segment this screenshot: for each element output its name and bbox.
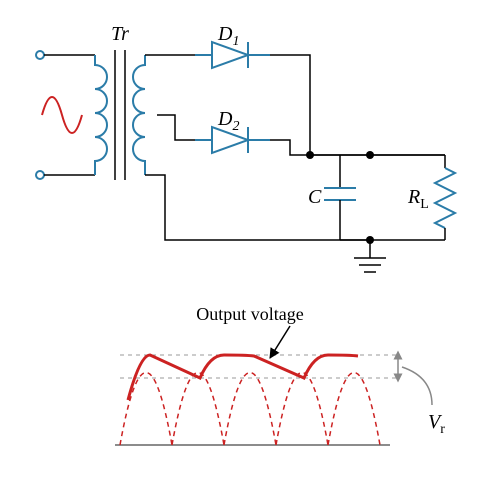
output-voltage-label: Output voltage xyxy=(196,304,303,324)
ground xyxy=(354,240,386,272)
output-waveform: Vr xyxy=(115,355,445,445)
ripple-label: Vr xyxy=(428,411,445,437)
transformer-label: Tr xyxy=(111,23,129,45)
capacitor xyxy=(324,155,356,240)
load-label: RL xyxy=(407,186,429,212)
circuit: Tr D1 D2 xyxy=(36,23,455,272)
schematic-canvas: Tr D1 D2 xyxy=(0,0,500,500)
ac-source-wave xyxy=(42,97,82,133)
capacitor-label: C xyxy=(308,186,322,208)
load-resistor xyxy=(435,155,455,240)
input-port xyxy=(36,51,95,179)
transformer xyxy=(95,50,145,180)
